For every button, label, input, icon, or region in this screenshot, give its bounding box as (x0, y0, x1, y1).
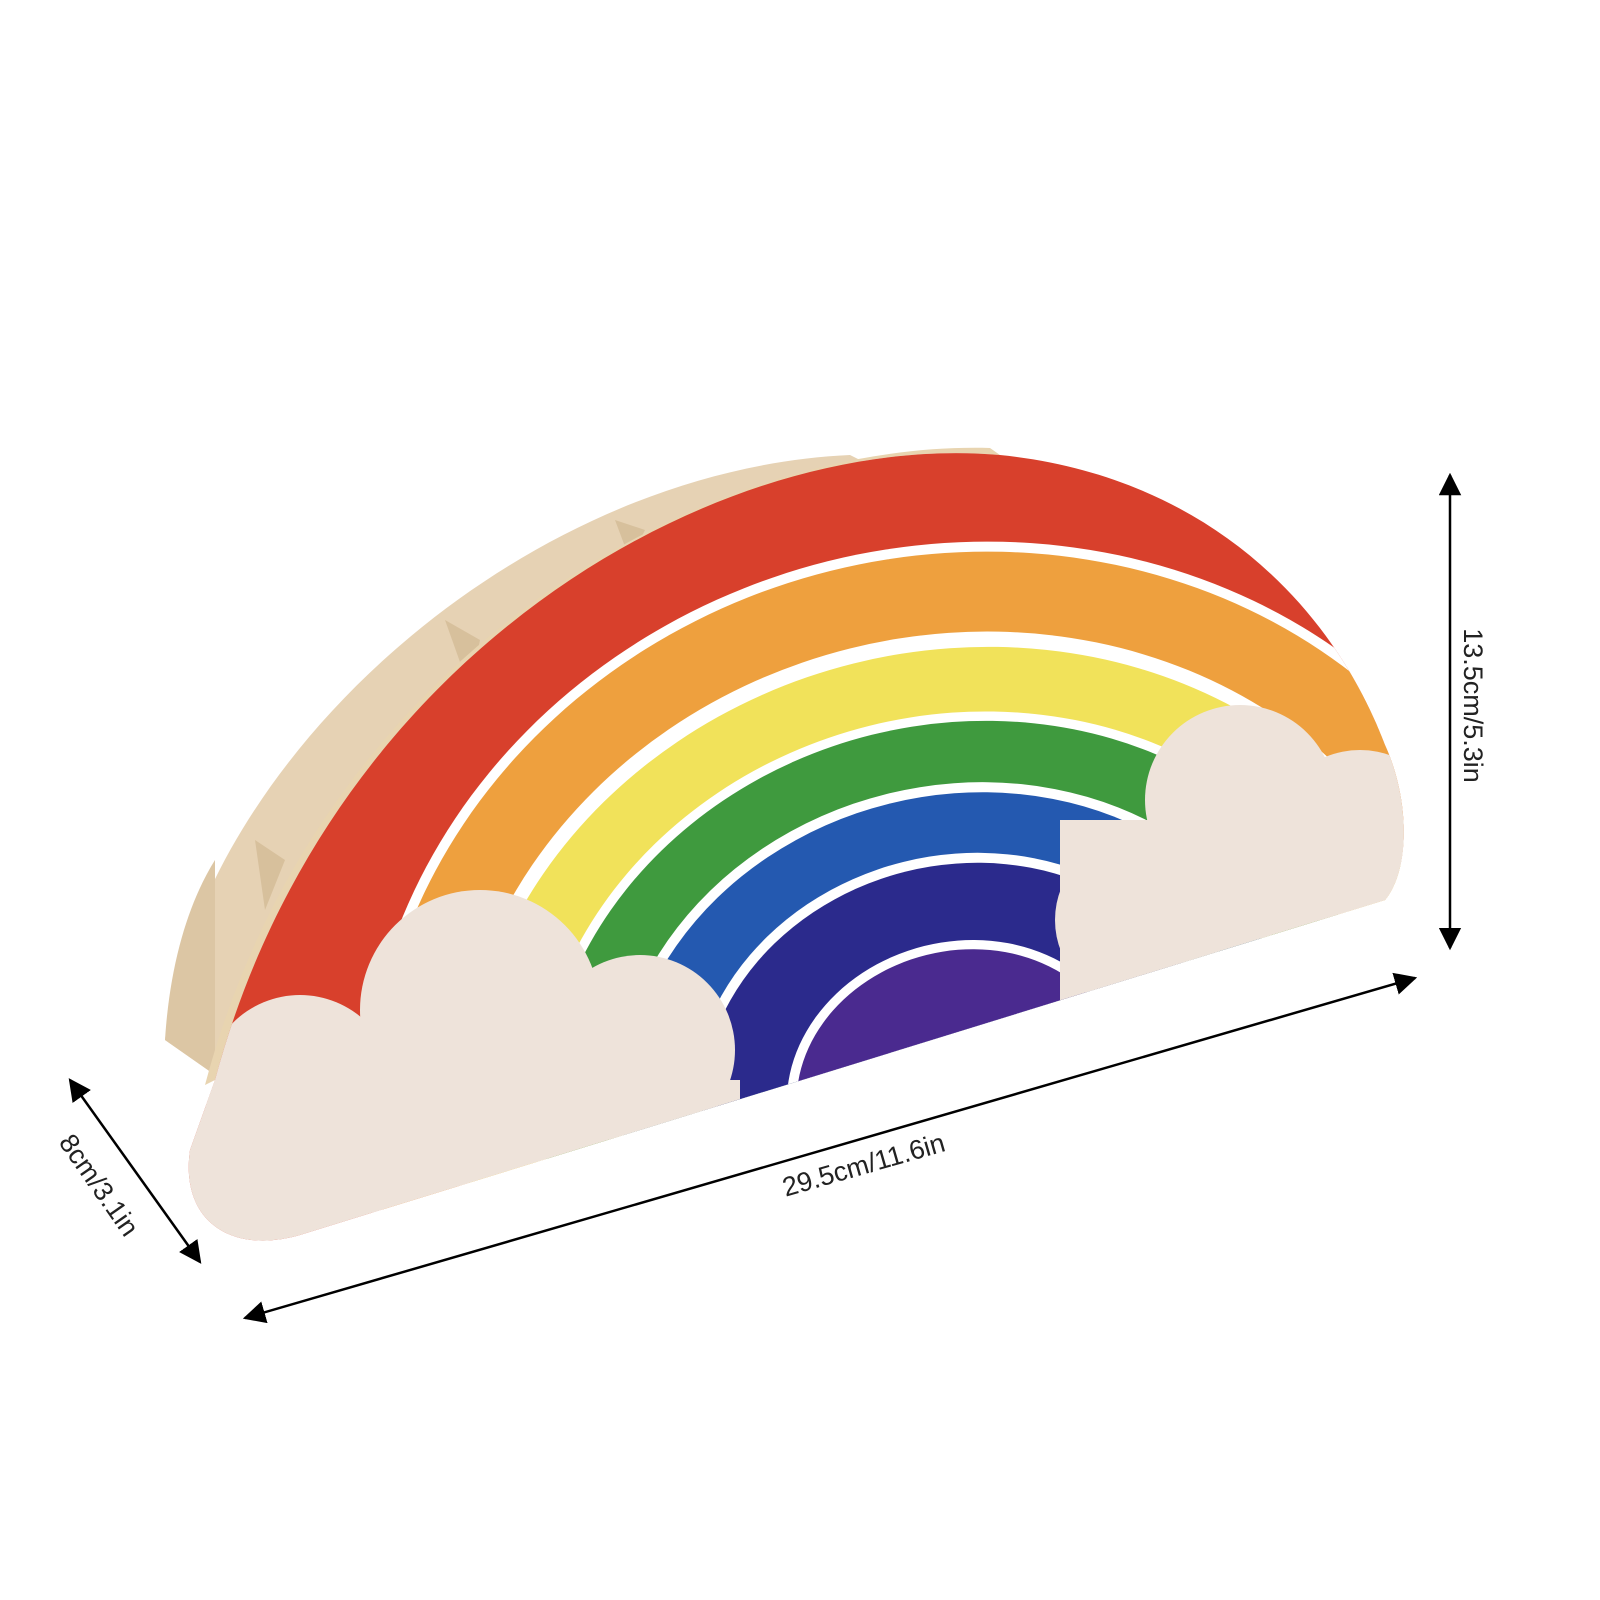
divider (255, 840, 285, 910)
height-label: 13.5cm/5.3in (1457, 628, 1488, 783)
depth-arrow (68, 1078, 202, 1264)
divider (615, 520, 645, 560)
front-panel (188, 453, 1404, 1241)
front-panel-edge (205, 447, 1000, 1085)
length-arrow (242, 972, 1418, 1324)
back-panel-inner (165, 860, 215, 1075)
